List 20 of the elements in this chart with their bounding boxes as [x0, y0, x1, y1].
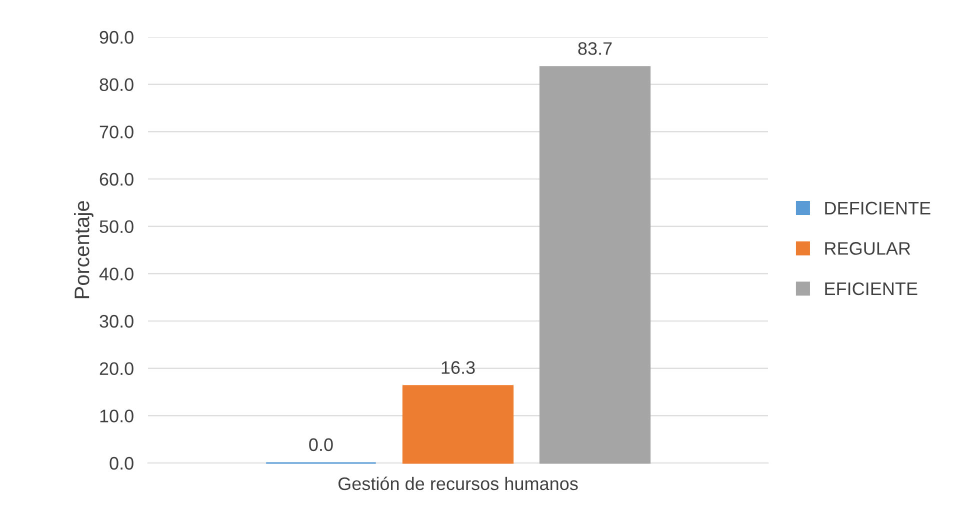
y-tick-label: 0.0 [110, 456, 134, 470]
data-label: 16.3 [442, 361, 475, 374]
x-tick-label: Gestión de recursos humanos [338, 476, 578, 490]
y-tick-label: 60.0 [100, 172, 134, 186]
legend-label: DEFICIENTE [825, 202, 930, 215]
data-label: 83.7 [578, 42, 612, 55]
y-tick-label: 30.0 [100, 314, 134, 328]
y-tick-label: 20.0 [100, 362, 134, 376]
y-tick-label: 50.0 [100, 220, 134, 234]
y-tick-label: 70.0 [100, 126, 134, 138]
bar [402, 385, 514, 464]
y-tick-label: 10.0 [100, 410, 134, 422]
y-tick-label: 40.0 [99, 268, 134, 280]
y-tick-label: 90.0 [100, 30, 134, 44]
legend-label: REGULAR [825, 242, 910, 255]
bar [539, 66, 651, 464]
y-axis-title: Porcentaje [74, 201, 94, 298]
legend-label: EFICIENTE [825, 282, 918, 296]
data-label: 0.0 [309, 438, 333, 452]
y-tick-label: 80.0 [100, 78, 134, 92]
